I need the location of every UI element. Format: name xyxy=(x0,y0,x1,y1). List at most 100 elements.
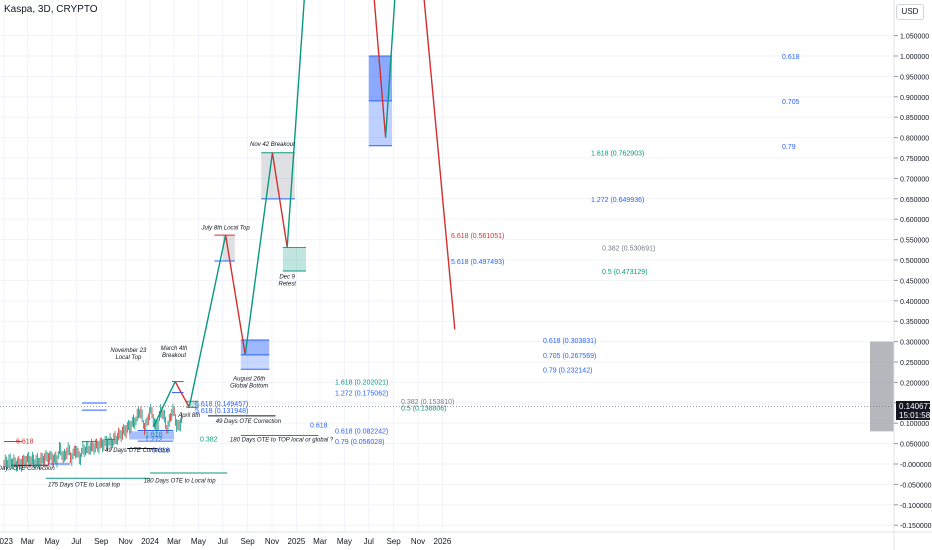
projection-segment xyxy=(423,0,456,330)
y-tick-label: 0.600000 xyxy=(900,217,929,224)
y-tick-label: 0.100000 xyxy=(900,421,929,428)
y-tick-label: 0.950000 xyxy=(900,74,929,81)
chart-annotation: July 8th Local Top xyxy=(201,225,251,231)
y-tick-label: 0.750000 xyxy=(900,156,929,163)
small-level-label: 0.618 xyxy=(310,422,328,429)
projection-segment xyxy=(244,152,274,355)
chart-annotation: November 23 xyxy=(110,348,147,354)
y-tick-label: -0.050000 xyxy=(900,482,932,489)
fib-level-label: 0.618 (0.303831) xyxy=(543,338,596,345)
y-tick-label: 0.550000 xyxy=(900,238,929,245)
box-august-ote-top xyxy=(240,340,270,355)
projection-segment xyxy=(384,0,396,138)
box-2023-ote xyxy=(129,431,174,440)
y-tick-label: 0.850000 xyxy=(900,115,929,122)
x-tick-label: Jul xyxy=(364,537,374,546)
chart-annotation: Retest xyxy=(279,281,297,287)
fib-level-label: 6.618 (0.149457) xyxy=(195,401,248,408)
fib-level-label: 0.79 (0.056028) xyxy=(335,439,384,446)
symbol-title[interactable]: Kaspa, 3D, CRYPTO xyxy=(4,4,98,15)
time-axis[interactable]: 2023 Mar May Jul Sep Nov 2024 Mar May Jul Sep Nov 20… xyxy=(0,531,932,546)
y-tick-label: 0.900000 xyxy=(900,95,929,102)
fib-level-label: 1.618 (0.202021) xyxy=(335,380,388,387)
fib-level-label: 1.272 (0.175062) xyxy=(335,391,388,398)
fib-level-label: 5.618 (0.131948) xyxy=(195,408,248,415)
x-tick-label: May xyxy=(44,537,59,546)
y-tick-label: 1.050000 xyxy=(900,34,929,41)
fib-level-label: 1.272 (0.649936) xyxy=(591,197,644,204)
box-2025-ote-bottom xyxy=(368,100,392,146)
y-tick-label: -0.100000 xyxy=(900,503,932,510)
y-tick-label: 0.800000 xyxy=(900,136,929,143)
box-dec-retest xyxy=(282,247,306,271)
box-july-top xyxy=(222,235,235,262)
x-tick-label: Jul xyxy=(71,537,81,546)
projection-segment xyxy=(224,234,246,355)
y-tick-label: 0.650000 xyxy=(900,197,929,204)
bar-countdown: 15:01:58 xyxy=(899,411,931,420)
fib-level-label: 0.382 (0.530691) xyxy=(602,245,655,252)
y-tick-label: 0.250000 xyxy=(900,360,929,367)
fib-level-label: 0.705 xyxy=(782,99,800,106)
chart-annotation: March 4th xyxy=(161,346,188,352)
current-range-box xyxy=(870,341,894,432)
projection-segment xyxy=(286,0,305,248)
fib-level-label: 0.5 (0.473129) xyxy=(602,269,648,276)
chart-annotation: Breakout xyxy=(162,353,186,359)
price-axis[interactable]: 1.050000 1.000000 0.950000 0.900000 0.850000… xyxy=(893,0,932,550)
chart-labels: 6.618 (0.149457)5.618 (0.131948) 1.618 (0… xyxy=(0,54,800,488)
x-tick-label: Mar xyxy=(167,537,181,546)
chart-annotation: 49 Days OTE Correction xyxy=(0,466,55,472)
fib-level-label: 1.618 (0.762903) xyxy=(591,151,644,158)
x-tick-label: Nov xyxy=(265,537,279,546)
currency-button[interactable]: USD xyxy=(896,4,924,20)
projection-path xyxy=(0,0,894,427)
small-level-label: 1.618 xyxy=(145,431,163,438)
y-tick-label: 0.350000 xyxy=(900,319,929,326)
x-tick-label: Mar xyxy=(21,537,35,546)
chart-annotation: 180 Days OTE to TOP local or global ? xyxy=(230,438,334,444)
fib-level-label: 0.618 xyxy=(782,54,800,61)
projection-segment xyxy=(152,381,176,427)
box-2023-early xyxy=(47,462,70,466)
projection-segment xyxy=(271,152,288,248)
chart-annotation: Dec 9 xyxy=(279,274,295,280)
chart-annotation: August 26th xyxy=(232,376,266,382)
y-tick-label: 0.500000 xyxy=(900,258,929,265)
x-tick-label: Sep xyxy=(240,537,255,546)
fib-level-label: 6.618 (0.561051) xyxy=(451,233,504,240)
price-candles xyxy=(3,403,183,472)
small-level-label: 0.618 xyxy=(152,448,170,455)
y-tick-label: 0.700000 xyxy=(900,176,929,183)
x-tick-label: Mar xyxy=(313,537,327,546)
y-tick-label: 0.300000 xyxy=(900,340,929,347)
projection-segment xyxy=(373,0,387,138)
y-tick-label: 0.200000 xyxy=(900,380,929,387)
fib-level-label: 5.618 (0.497493) xyxy=(451,259,504,266)
chart-annotation: 180 Days OTE to Local top xyxy=(144,478,217,484)
projection-segment xyxy=(174,381,190,408)
y-tick-label: 0.050000 xyxy=(900,442,929,449)
x-tick-label: Sep xyxy=(386,537,401,546)
x-tick-label: May xyxy=(337,537,352,546)
fib-level-label: 0.79 xyxy=(782,144,796,151)
chart-annotation: Nov 42 Breakout xyxy=(250,142,295,148)
y-tick-label: 1.000000 xyxy=(900,54,929,61)
chart-annotation: Global Bottom xyxy=(230,383,268,389)
fib-level-label: 0.5 (0.138806) xyxy=(401,405,447,412)
x-tick-label: 2024 xyxy=(141,537,159,546)
x-tick-label: Jul xyxy=(218,537,228,546)
projection-segment xyxy=(188,234,227,408)
fib-boxes xyxy=(47,56,894,466)
x-tick-label: Nov xyxy=(118,537,132,546)
y-tick-label: -0.000000 xyxy=(900,462,932,469)
chart-annotation: 49 Days OTE Correction xyxy=(105,448,171,454)
chart-annotation: 175 Days OTE to Local top xyxy=(48,482,121,488)
x-tick-label: Sep xyxy=(94,537,109,546)
fib-level-label: 0.382 (0.153810) xyxy=(401,399,454,406)
x-tick-label: 2025 xyxy=(288,537,306,546)
small-level-label: 6.618 xyxy=(16,439,34,446)
